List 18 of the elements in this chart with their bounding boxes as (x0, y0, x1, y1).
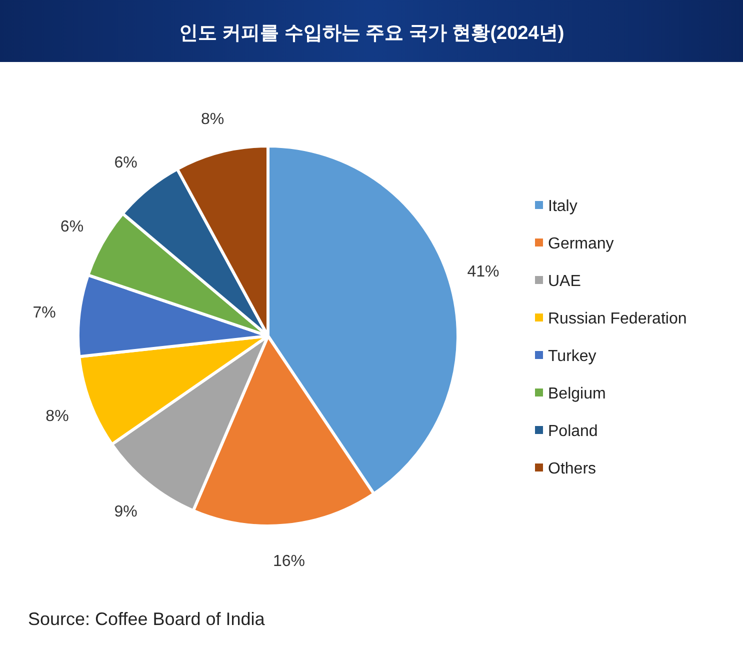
legend-label: Italy (548, 198, 578, 215)
legend-label: Poland (548, 423, 598, 440)
legend-label: Germany (548, 236, 614, 252)
legend-label: UAE (548, 273, 581, 290)
legend-label: Belgium (548, 386, 606, 402)
legend-label: Others (548, 460, 596, 478)
legend-label: Turkey (548, 348, 596, 365)
data-label: 41% (467, 263, 500, 280)
data-label: 16% (272, 553, 305, 570)
chart-title: 인도 커피를 수입하는 주요 국가 현황(2024년) (178, 23, 564, 44)
data-label: 6% (114, 154, 138, 172)
legend-label: Russian Federation (548, 310, 687, 328)
data-label: 8% (46, 408, 69, 425)
data-label: 7% (32, 304, 56, 322)
data-label: 8% (201, 110, 224, 128)
data-label: 6% (60, 218, 84, 236)
source-note: Source: Coffee Board of India (28, 609, 266, 629)
data-label: 9% (114, 503, 138, 520)
